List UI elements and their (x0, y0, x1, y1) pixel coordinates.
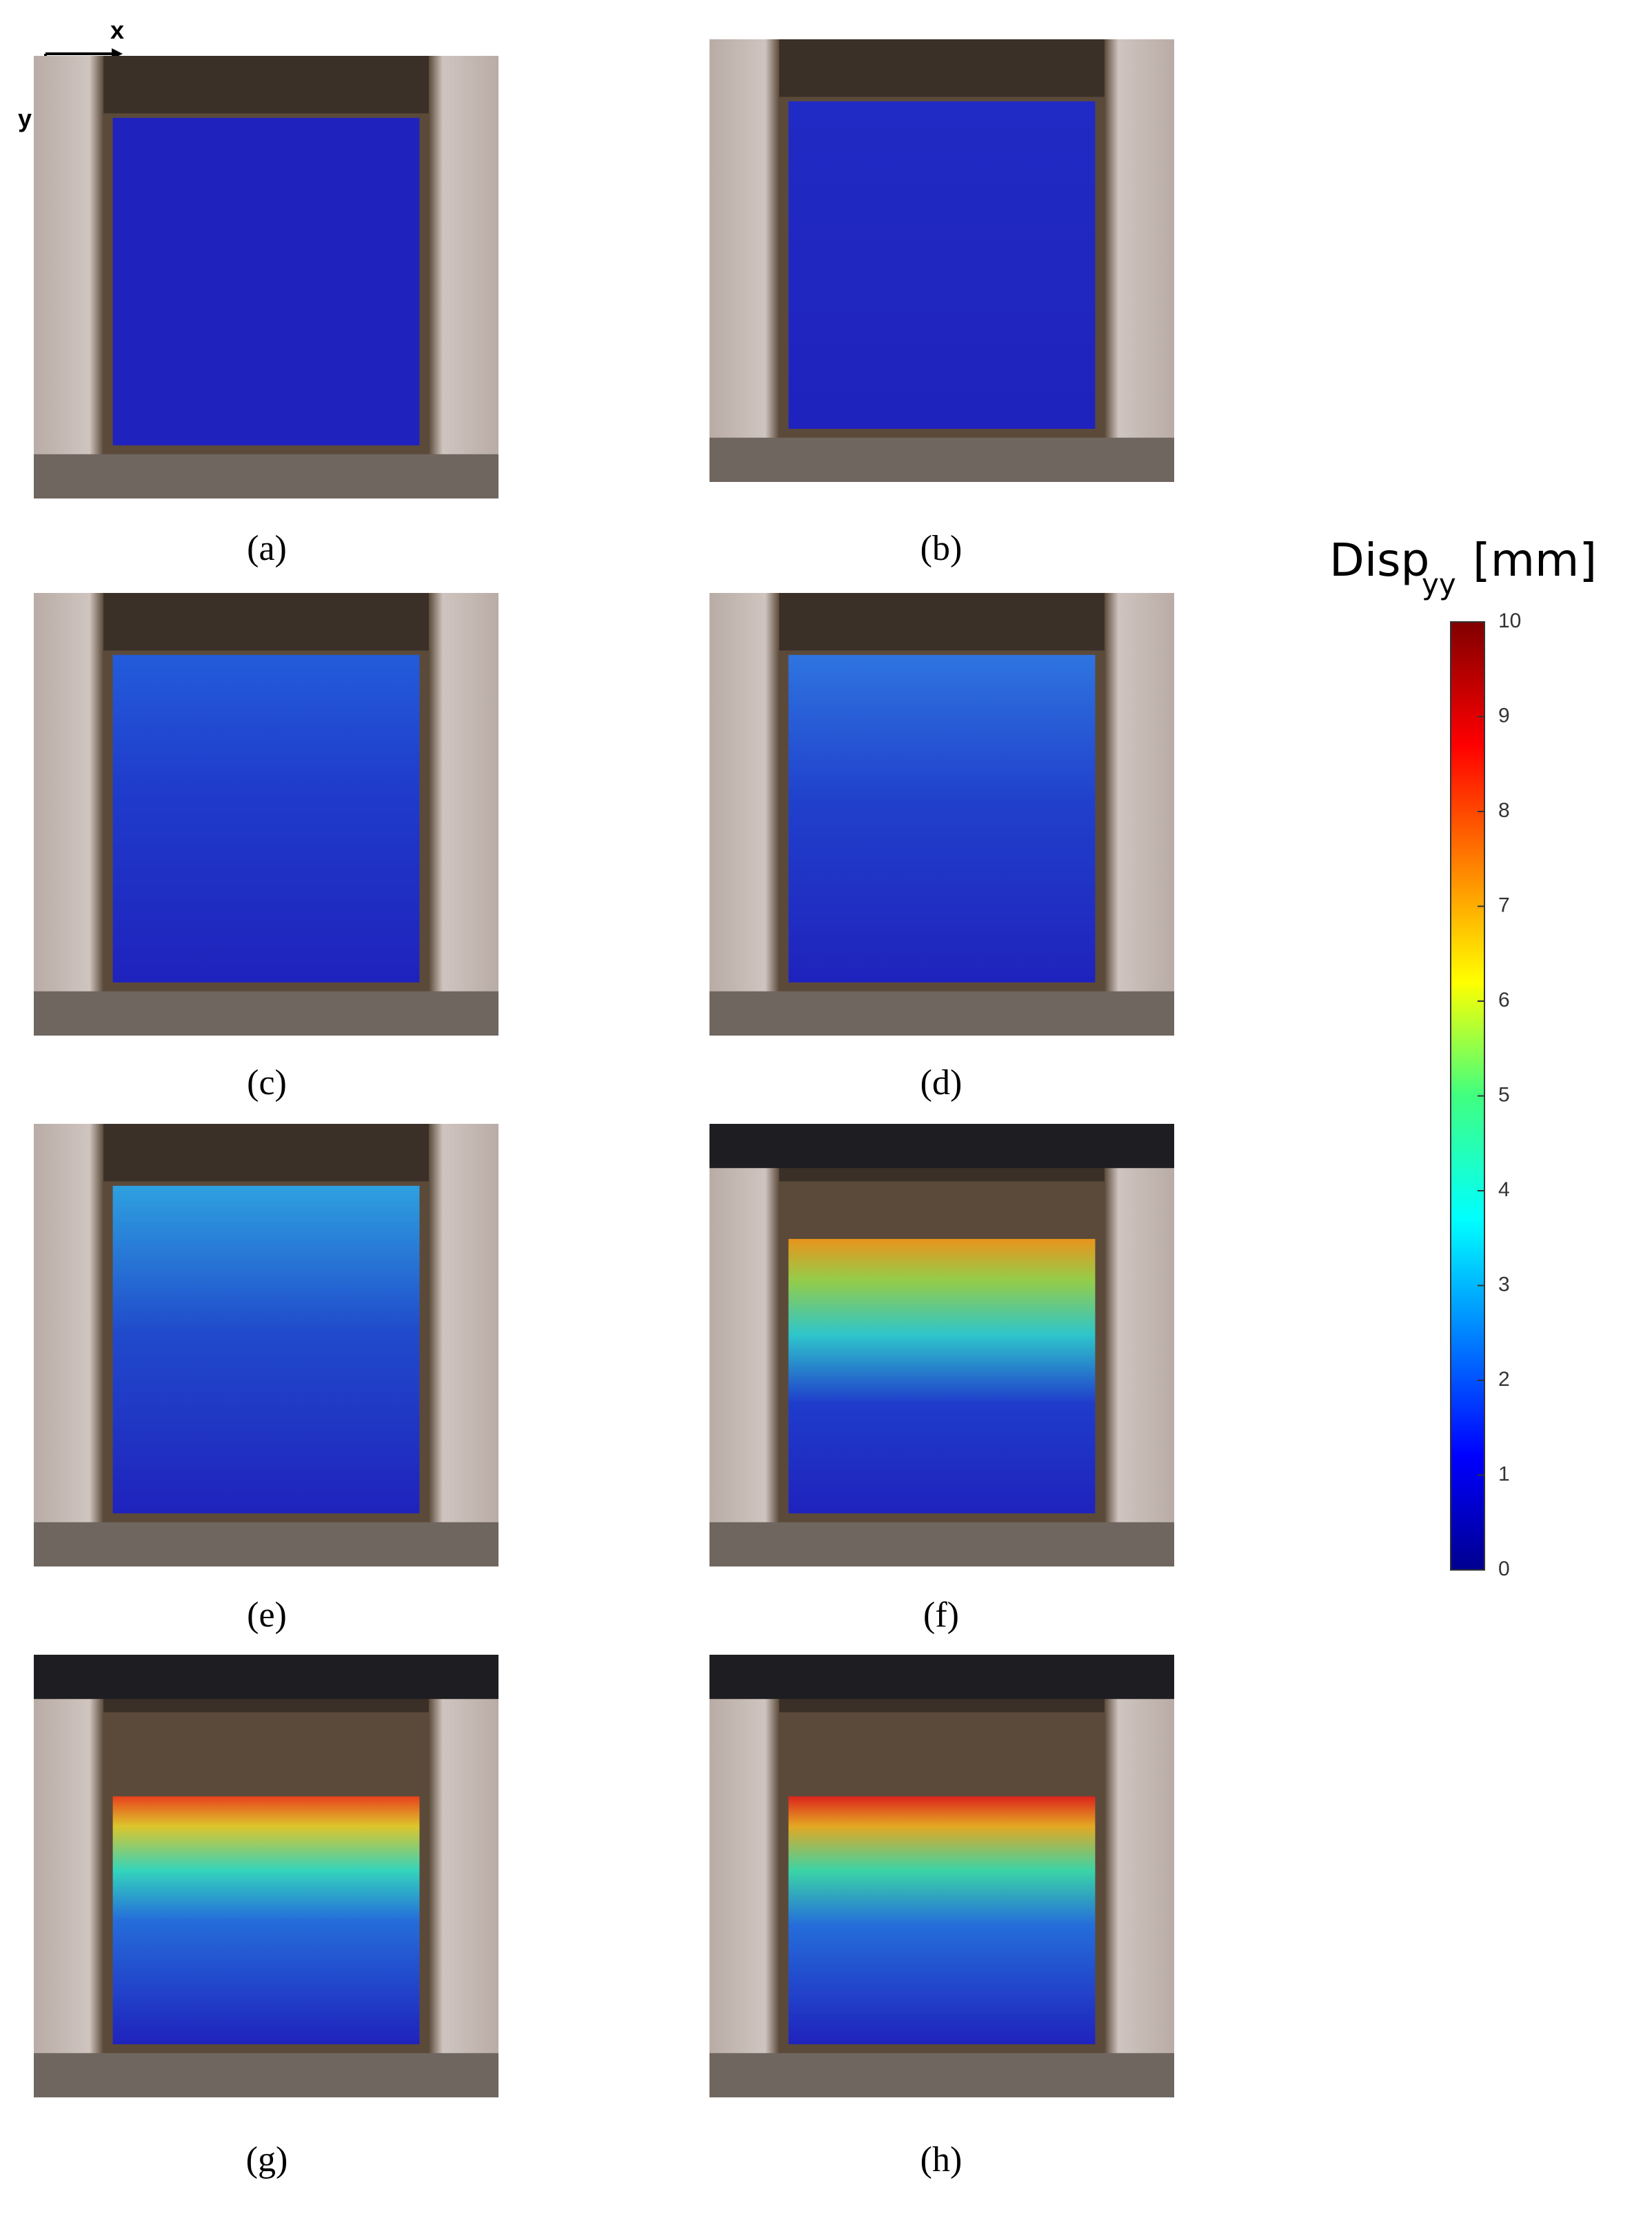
press-plate (709, 1655, 1174, 1700)
displacement-overlay (112, 1796, 420, 2044)
panel-label: (b) (920, 529, 963, 568)
colorbar-tick-label: 7 (1498, 894, 1510, 916)
press-base (709, 1522, 1174, 1566)
panel (709, 1655, 1174, 2097)
panel-label: (c) (247, 1063, 287, 1102)
colorbar-title: Disp (1329, 534, 1429, 587)
press-base (34, 1522, 498, 1566)
panel (34, 1655, 498, 2097)
panel-label: (f) (923, 1595, 959, 1635)
panel (709, 593, 1174, 1036)
press-top (103, 593, 429, 651)
colorbar-tick-label: 1 (1498, 1462, 1510, 1485)
panel-label: (e) (247, 1595, 287, 1635)
press-top (779, 39, 1105, 97)
colorbar-tick-label: 10 (1498, 609, 1521, 632)
y-axis-label: y (18, 104, 32, 132)
colorbar-unit: [mm] (1473, 534, 1597, 587)
colorbar-tick-label: 4 (1498, 1178, 1510, 1201)
press-plate (34, 1655, 498, 1700)
colorbar-tick-label: 2 (1498, 1368, 1510, 1391)
displacement-overlay (112, 117, 420, 445)
press-top (779, 593, 1105, 651)
panel (34, 56, 498, 498)
colorbar-tick-label: 0 (1498, 1558, 1510, 1580)
colorbar-tick-label: 5 (1498, 1083, 1510, 1106)
displacement-overlay (788, 1238, 1096, 1513)
displacement-overlay (788, 101, 1096, 429)
press-top (103, 1124, 429, 1182)
colorbar-tick-label: 9 (1498, 704, 1510, 727)
panel-label: (h) (920, 2140, 963, 2179)
press-base (34, 991, 498, 1036)
displacement-overlay (788, 1796, 1096, 2044)
x-axis-label: x (110, 16, 124, 44)
press-plate (709, 1124, 1174, 1169)
press-base (709, 437, 1174, 482)
press-base (34, 454, 498, 498)
panel (709, 1124, 1174, 1566)
panel-label: (d) (920, 1063, 963, 1102)
displacement-overlay (112, 1185, 420, 1513)
panel (34, 1124, 498, 1566)
colorbar-tick-label: 8 (1498, 799, 1510, 822)
displacement-overlay (788, 654, 1096, 982)
panel-label: (g) (246, 2140, 288, 2179)
press-top (103, 56, 429, 114)
press-base (34, 2053, 498, 2097)
panel (709, 39, 1174, 482)
press-base (709, 991, 1174, 1036)
displacement-overlay (112, 654, 420, 982)
colorbar-tick-label: 6 (1498, 989, 1510, 1011)
press-base (709, 2053, 1174, 2097)
panel (34, 593, 498, 1036)
panel-label: (a) (247, 529, 287, 568)
colorbar-title-sub: yy (1422, 567, 1456, 601)
colorbar-tick-label: 3 (1498, 1273, 1510, 1296)
